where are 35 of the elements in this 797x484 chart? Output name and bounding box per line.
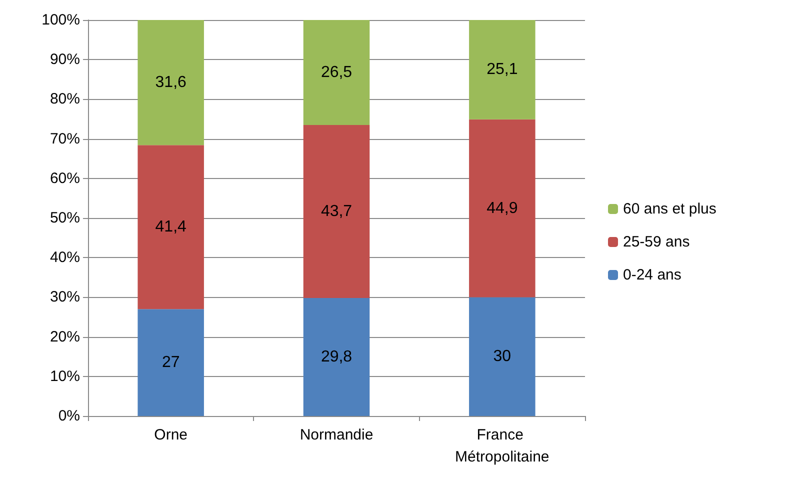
y-tick-label: 0% bbox=[58, 408, 80, 424]
x-tick-label: France Métropolitaine bbox=[455, 426, 550, 466]
bar bbox=[138, 20, 204, 146]
bar bbox=[469, 119, 536, 298]
legend-label: 25-59 ans bbox=[623, 234, 690, 250]
x-tick-label: Normandie bbox=[300, 426, 374, 444]
data-label: 29,8 bbox=[320, 348, 352, 366]
data-label: 43,7 bbox=[320, 202, 352, 220]
data-label: 25,1 bbox=[486, 61, 518, 78]
y-tick-label: 20% bbox=[50, 328, 80, 346]
y-tick-label: 80% bbox=[50, 90, 80, 108]
data-label: 30 bbox=[493, 348, 512, 366]
data-label: 41,4 bbox=[155, 218, 187, 236]
bar bbox=[138, 309, 204, 416]
y-tick-label: 90% bbox=[50, 51, 80, 68]
bar bbox=[469, 20, 536, 120]
legend-label: 0-24 ans bbox=[623, 266, 682, 284]
y-tick-label: 10% bbox=[50, 368, 80, 385]
bar bbox=[469, 297, 536, 416]
y-tick-label: 30% bbox=[50, 288, 80, 306]
data-label: 27 bbox=[162, 354, 180, 372]
y-tick-label: 100% bbox=[42, 12, 80, 28]
data-label: 26,5 bbox=[320, 64, 352, 81]
y-tick-label: 70% bbox=[50, 130, 80, 148]
bar bbox=[303, 298, 370, 416]
y-tick-label: 60% bbox=[50, 170, 80, 187]
data-label: 31,6 bbox=[155, 74, 187, 92]
y-tick-label: 50% bbox=[50, 210, 80, 226]
bar bbox=[303, 124, 370, 298]
bar bbox=[138, 145, 204, 310]
legend-label: 60 ans et plus bbox=[623, 200, 716, 218]
y-tick-label: 40% bbox=[50, 249, 80, 266]
bar bbox=[303, 20, 370, 125]
x-tick-label: Orne bbox=[154, 426, 188, 444]
data-label: 44,9 bbox=[486, 200, 518, 217]
